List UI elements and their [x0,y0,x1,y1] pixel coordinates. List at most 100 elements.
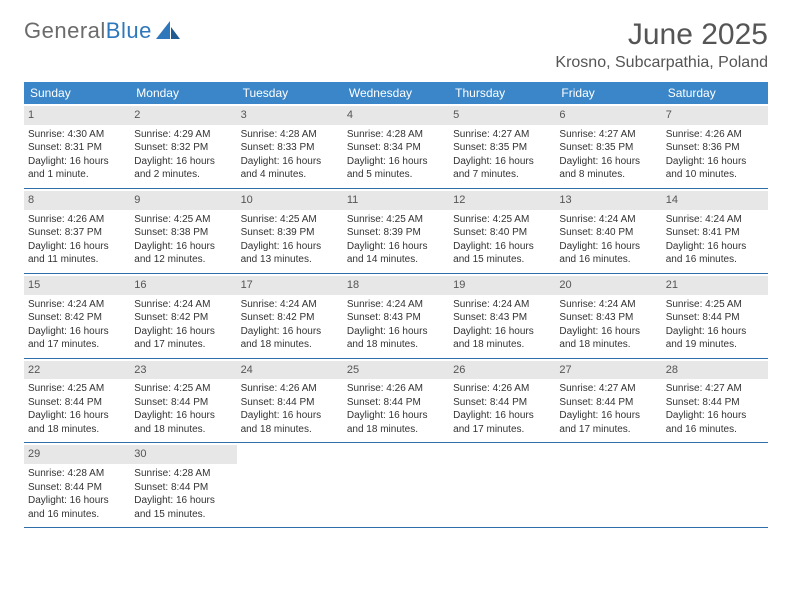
dow-saturday: Saturday [662,82,768,104]
sunset-text: Sunset: 8:33 PM [241,141,339,155]
dow-sunday: Sunday [24,82,130,104]
day-cell: 21Sunrise: 4:25 AMSunset: 8:44 PMDayligh… [662,274,768,358]
day-number: 19 [449,276,555,295]
sunrise-text: Sunrise: 4:24 AM [28,298,126,312]
daylight-text: Daylight: 16 hours and 18 minutes. [347,409,445,436]
day-number: 16 [130,276,236,295]
sunset-text: Sunset: 8:35 PM [453,141,551,155]
sunrise-text: Sunrise: 4:27 AM [666,382,764,396]
sunrise-text: Sunrise: 4:25 AM [134,382,232,396]
day-cell: 2Sunrise: 4:29 AMSunset: 8:32 PMDaylight… [130,104,236,188]
sunrise-text: Sunrise: 4:29 AM [134,128,232,142]
day-cell [343,443,449,527]
daylight-text: Daylight: 16 hours and 18 minutes. [28,409,126,436]
sunrise-text: Sunrise: 4:25 AM [241,213,339,227]
daylight-text: Daylight: 16 hours and 17 minutes. [559,409,657,436]
day-cell: 5Sunrise: 4:27 AMSunset: 8:35 PMDaylight… [449,104,555,188]
daylight-text: Daylight: 16 hours and 4 minutes. [241,155,339,182]
day-number: 14 [662,191,768,210]
daylight-text: Daylight: 16 hours and 1 minute. [28,155,126,182]
daylight-text: Daylight: 16 hours and 18 minutes. [559,325,657,352]
sunrise-text: Sunrise: 4:25 AM [134,213,232,227]
day-number: 24 [237,361,343,380]
sunrise-text: Sunrise: 4:24 AM [559,298,657,312]
day-cell: 28Sunrise: 4:27 AMSunset: 8:44 PMDayligh… [662,359,768,443]
day-cell: 7Sunrise: 4:26 AMSunset: 8:36 PMDaylight… [662,104,768,188]
day-number: 2 [130,106,236,125]
sunset-text: Sunset: 8:42 PM [134,311,232,325]
day-cell: 9Sunrise: 4:25 AMSunset: 8:38 PMDaylight… [130,189,236,273]
week-row: 8Sunrise: 4:26 AMSunset: 8:37 PMDaylight… [24,189,768,274]
day-cell: 8Sunrise: 4:26 AMSunset: 8:37 PMDaylight… [24,189,130,273]
sunset-text: Sunset: 8:36 PM [666,141,764,155]
day-number: 3 [237,106,343,125]
sunrise-text: Sunrise: 4:24 AM [134,298,232,312]
sunrise-text: Sunrise: 4:26 AM [28,213,126,227]
day-cell: 29Sunrise: 4:28 AMSunset: 8:44 PMDayligh… [24,443,130,527]
day-cell: 3 Sunrise: 4:28 AMSunset: 8:33 PMDaylight… [237,104,343,188]
day-cell: 15 Sunrise: 4:24 AMSunset: 8:42 PMDayligh… [24,274,130,358]
dow-monday: Monday [130,82,236,104]
sunset-text: Sunset: 8:44 PM [666,311,764,325]
sunset-text: Sunset: 8:44 PM [28,481,126,495]
daylight-text: Daylight: 16 hours and 15 minutes. [134,494,232,521]
sunrise-text: Sunrise: 4:25 AM [666,298,764,312]
week-row: 15Sunrise: 4:24 AMSunset: 8:42 PMDayligh… [24,274,768,359]
day-number: 20 [555,276,661,295]
day-cell: 27Sunrise: 4:27 AMSunset: 8:44 PMDayligh… [555,359,661,443]
dow-tuesday: Tuesday [237,82,343,104]
sunset-text: Sunset: 8:44 PM [559,396,657,410]
daylight-text: Daylight: 16 hours and 16 minutes. [28,494,126,521]
sunset-text: Sunset: 8:44 PM [28,396,126,410]
sunset-text: Sunset: 8:39 PM [241,226,339,240]
day-number: 18 [343,276,449,295]
day-cell: 19Sunrise: 4:24 AMSunset: 8:43 PMDayligh… [449,274,555,358]
day-number: 25 [343,361,449,380]
sunrise-text: Sunrise: 4:24 AM [453,298,551,312]
sunset-text: Sunset: 8:44 PM [241,396,339,410]
logo-text-second: Blue [106,18,152,44]
sunrise-text: Sunrise: 4:24 AM [241,298,339,312]
day-number: 13 [555,191,661,210]
sunset-text: Sunset: 8:38 PM [134,226,232,240]
day-cell: 13Sunrise: 4:24 AMSunset: 8:40 PMDayligh… [555,189,661,273]
day-cell: 18 Sunrise: 4:24 AMSunset: 8:43 PMDayligh… [343,274,449,358]
day-number: 28 [662,361,768,380]
day-cell: 14Sunrise: 4:24 AMSunset: 8:41 PMDayligh… [662,189,768,273]
day-cell: 17Sunrise: 4:24 AMSunset: 8:42 PMDayligh… [237,274,343,358]
daylight-text: Daylight: 16 hours and 18 minutes. [347,325,445,352]
day-number: 9 [130,191,236,210]
sunset-text: Sunset: 8:44 PM [134,396,232,410]
day-cell: 11Sunrise: 4:25 AMSunset: 8:39 PMDayligh… [343,189,449,273]
day-number: 15 [24,276,130,295]
sunrise-text: Sunrise: 4:28 AM [28,467,126,481]
sunrise-text: Sunrise: 4:27 AM [453,128,551,142]
day-number: 11 [343,191,449,210]
day-cell: 20Sunrise: 4:24 AMSunset: 8:43 PMDayligh… [555,274,661,358]
day-number: 21 [662,276,768,295]
day-cell [662,443,768,527]
sunrise-text: Sunrise: 4:26 AM [241,382,339,396]
day-number: 23 [130,361,236,380]
daylight-text: Daylight: 16 hours and 11 minutes. [28,240,126,267]
daylight-text: Daylight: 16 hours and 16 minutes. [666,240,764,267]
day-cell: 12Sunrise: 4:25 AMSunset: 8:40 PMDayligh… [449,189,555,273]
sunrise-text: Sunrise: 4:25 AM [28,382,126,396]
sunrise-text: Sunrise: 4:30 AM [28,128,126,142]
day-cell: 4Sunrise: 4:28 AMSunset: 8:34 PMDaylight… [343,104,449,188]
sunrise-text: Sunrise: 4:24 AM [347,298,445,312]
sunrise-text: Sunrise: 4:27 AM [559,382,657,396]
daylight-text: Daylight: 16 hours and 16 minutes. [666,409,764,436]
weeks-container: 1Sunrise: 4:30 AMSunset: 8:31 PMDaylight… [24,104,768,528]
daylight-text: Daylight: 16 hours and 10 minutes. [666,155,764,182]
sunset-text: Sunset: 8:43 PM [347,311,445,325]
daylight-text: Daylight: 16 hours and 2 minutes. [134,155,232,182]
sunset-text: Sunset: 8:31 PM [28,141,126,155]
day-cell [449,443,555,527]
sunrise-text: Sunrise: 4:28 AM [241,128,339,142]
week-row: 22Sunrise: 4:25 AMSunset: 8:44 PMDayligh… [24,359,768,444]
sunset-text: Sunset: 8:42 PM [28,311,126,325]
day-cell: 10Sunrise: 4:25 AMSunset: 8:39 PMDayligh… [237,189,343,273]
daylight-text: Daylight: 16 hours and 17 minutes. [28,325,126,352]
daylight-text: Daylight: 16 hours and 17 minutes. [453,409,551,436]
